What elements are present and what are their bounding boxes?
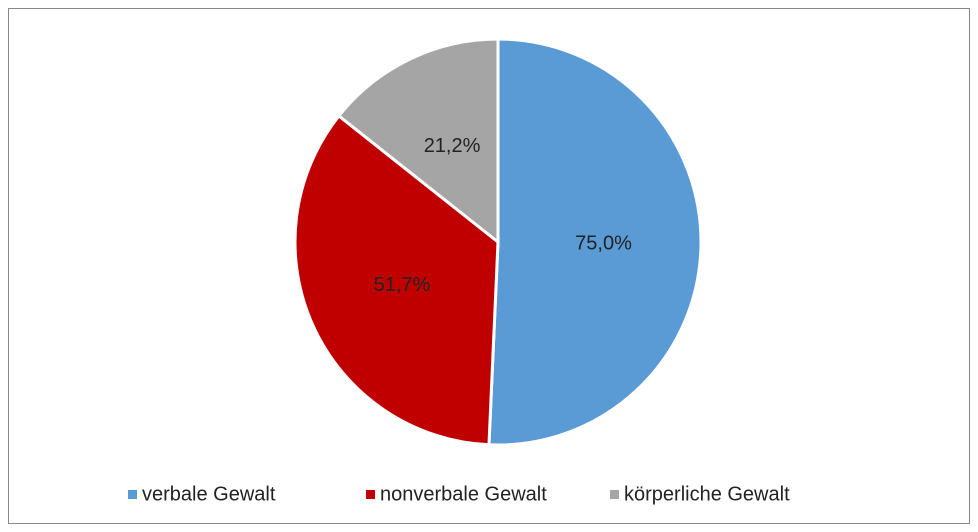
legend-swatch [128, 490, 137, 499]
legend-label: verbale Gewalt [142, 483, 276, 505]
pie-slice [487, 37, 703, 447]
data-label: 21,2% [424, 135, 481, 157]
data-label: 75,0% [575, 233, 632, 255]
legend-swatch [366, 490, 375, 499]
legend-swatch [610, 490, 619, 499]
pie-slice [293, 113, 500, 447]
data-label: 51,7% [374, 274, 431, 296]
legend-label: nonverbale Gewalt [380, 483, 547, 505]
pie-slice [336, 37, 500, 246]
legend-label: körperliche Gewalt [624, 483, 790, 505]
